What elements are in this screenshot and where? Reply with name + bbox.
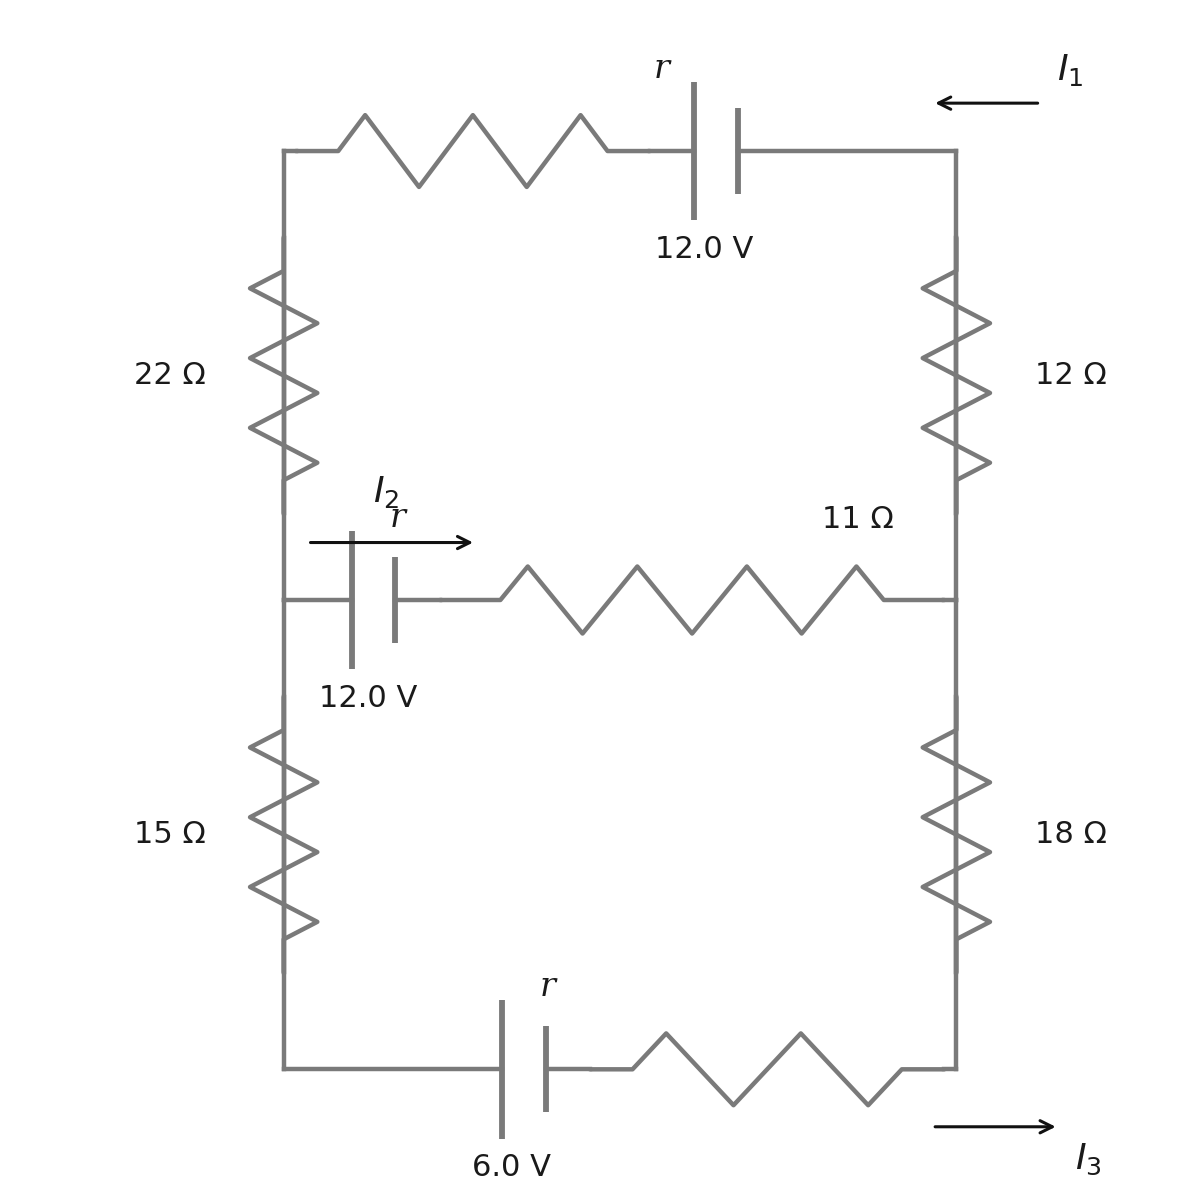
Text: 22 Ω: 22 Ω bbox=[134, 361, 206, 390]
Text: 15 Ω: 15 Ω bbox=[134, 820, 206, 850]
Text: 6.0 V: 6.0 V bbox=[472, 1153, 551, 1182]
Text: 11 Ω: 11 Ω bbox=[822, 505, 893, 534]
Text: 12.0 V: 12.0 V bbox=[655, 235, 754, 264]
Text: 12 Ω: 12 Ω bbox=[1034, 361, 1106, 390]
Text: $I_1$: $I_1$ bbox=[1057, 52, 1084, 88]
Text: $I_2$: $I_2$ bbox=[373, 474, 399, 510]
Text: r: r bbox=[390, 502, 406, 534]
Text: 18 Ω: 18 Ω bbox=[1034, 820, 1106, 850]
Text: $I_3$: $I_3$ bbox=[1075, 1141, 1102, 1177]
Text: r: r bbox=[539, 972, 556, 1003]
Text: 12.0 V: 12.0 V bbox=[319, 684, 417, 713]
Text: r: r bbox=[654, 53, 671, 85]
